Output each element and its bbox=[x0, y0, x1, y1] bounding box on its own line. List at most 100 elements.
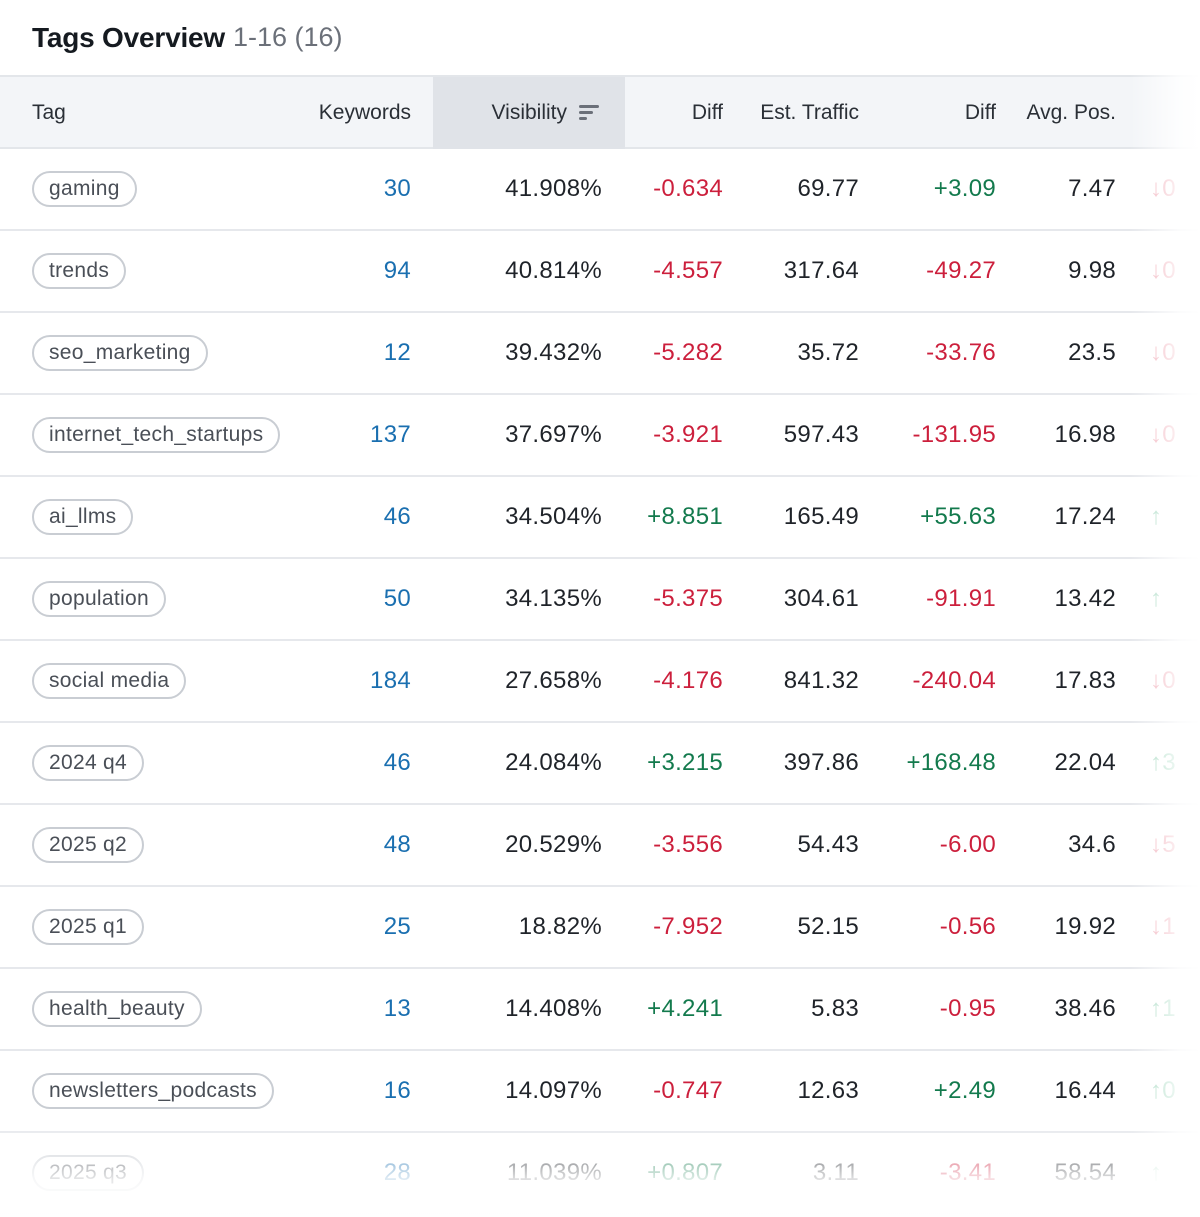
table-row[interactable]: gaming 30 41.908% -0.634 69.77 +3.09 7.47 ↓0 bbox=[0, 149, 1200, 231]
column-header-visibility[interactable]: Visibility bbox=[433, 77, 625, 149]
tag-pill[interactable]: population bbox=[32, 581, 166, 617]
tag-pill[interactable]: social media bbox=[32, 663, 187, 699]
keywords-count[interactable]: 50 bbox=[383, 585, 411, 612]
table-row[interactable]: social media 184 27.658% -4.176 841.32 -240.0… bbox=[0, 641, 1200, 723]
column-header-tag[interactable]: Tag bbox=[32, 101, 66, 124]
table-row[interactable]: 2025 q2 48 20.529% -3.556 54.43 -6.00 34.6 ↓5 bbox=[0, 805, 1200, 887]
visibility-diff: +8.851 bbox=[647, 503, 723, 530]
table-row[interactable]: seo_marketing 12 39.432% -5.282 35.72 -33.76 2… bbox=[0, 313, 1200, 395]
tag-pill[interactable]: seo_marketing bbox=[32, 335, 208, 371]
avg-pos-value: 22.04 bbox=[1054, 749, 1116, 776]
result-range: 1-16 (16) bbox=[232, 22, 343, 52]
tag-pill[interactable]: ai_llms bbox=[32, 499, 134, 535]
keywords-count[interactable]: 137 bbox=[370, 421, 411, 448]
keywords-count[interactable]: 184 bbox=[370, 667, 411, 694]
tag-pill[interactable]: internet_tech_startups bbox=[32, 417, 281, 453]
tag-pill[interactable]: 2025 q2 bbox=[32, 827, 145, 863]
tag-cell: newsletters_podcasts bbox=[32, 1051, 302, 1131]
avg-pos-value: 23.5 bbox=[1068, 339, 1116, 366]
table-header: Tag Keywords Visibility Diff Est. Traffi… bbox=[0, 75, 1200, 149]
traffic-diff: +55.63 bbox=[920, 503, 996, 530]
visibility-value: 14.408% bbox=[505, 995, 602, 1022]
keywords-count[interactable]: 28 bbox=[383, 1159, 411, 1186]
sort-descending-icon[interactable] bbox=[579, 104, 601, 122]
table-row[interactable]: population 50 34.135% -5.375 304.61 -91.91 13.… bbox=[0, 559, 1200, 641]
tag-cell: trends bbox=[32, 231, 302, 311]
table-row[interactable]: newsletters_podcasts 16 14.097% -0.747 12.63… bbox=[0, 1051, 1200, 1133]
position-trend-icon: ↑ bbox=[1150, 503, 1163, 530]
traffic-diff: -0.95 bbox=[939, 995, 996, 1022]
column-header-traffic-diff[interactable]: Diff bbox=[964, 101, 996, 124]
visibility-value: 41.908% bbox=[505, 175, 602, 202]
traffic-diff: +2.49 bbox=[933, 1077, 996, 1104]
column-header-est-traffic[interactable]: Est. Traffic bbox=[760, 101, 859, 124]
keywords-count[interactable]: 16 bbox=[383, 1077, 411, 1104]
avg-pos-value: 17.83 bbox=[1054, 667, 1116, 694]
keywords-count[interactable]: 25 bbox=[383, 913, 411, 940]
position-trend-icon: ↑0 bbox=[1150, 1077, 1176, 1104]
tag-cell: population bbox=[32, 559, 302, 639]
table-row[interactable]: 2025 q1 25 18.82% -7.952 52.15 -0.56 19.92 ↓1 bbox=[0, 887, 1200, 969]
traffic-diff: -49.27 bbox=[926, 257, 996, 284]
tag-pill[interactable]: 2025 q1 bbox=[32, 909, 145, 945]
table-row[interactable]: 2024 q4 46 24.084% +3.215 397.86 +168.48 22.04… bbox=[0, 723, 1200, 805]
traffic-diff: +3.09 bbox=[933, 175, 996, 202]
visibility-diff: -0.634 bbox=[653, 175, 723, 202]
keywords-count[interactable]: 94 bbox=[383, 257, 411, 284]
position-trend-icon: ↓0 bbox=[1150, 667, 1176, 694]
table-row[interactable]: ai_llms 46 34.504% +8.851 165.49 +55.63 17.24 ↑ bbox=[0, 477, 1200, 559]
visibility-value: 14.097% bbox=[505, 1077, 602, 1104]
visibility-value: 39.432% bbox=[505, 339, 602, 366]
est-traffic-value: 12.63 bbox=[797, 1077, 859, 1104]
tag-cell: 2025 q1 bbox=[32, 887, 302, 967]
position-trend-icon: ↑ bbox=[1150, 585, 1163, 612]
visibility-diff: -4.557 bbox=[653, 257, 723, 284]
visibility-diff: -3.921 bbox=[653, 421, 723, 448]
visibility-diff: -3.556 bbox=[653, 831, 723, 858]
tag-cell: health_beauty bbox=[32, 969, 302, 1049]
position-trend-icon: ↑3 bbox=[1150, 749, 1176, 776]
visibility-diff: +4.241 bbox=[647, 995, 723, 1022]
visibility-value: 18.82% bbox=[518, 913, 602, 940]
visibility-value: 27.658% bbox=[505, 667, 602, 694]
table-row[interactable]: 2025 q3 28 11.039% +0.807 3.11 -3.41 58.54 ↑ bbox=[0, 1133, 1200, 1215]
table-row[interactable]: trends 94 40.814% -4.557 317.64 -49.27 9.98 ↓0 bbox=[0, 231, 1200, 313]
tag-cell: seo_marketing bbox=[32, 313, 302, 393]
avg-pos-value: 16.98 bbox=[1054, 421, 1116, 448]
visibility-value: 40.814% bbox=[505, 257, 602, 284]
est-traffic-value: 304.61 bbox=[783, 585, 859, 612]
est-traffic-value: 3.11 bbox=[812, 1159, 859, 1186]
tag-pill[interactable]: gaming bbox=[32, 171, 137, 207]
avg-pos-value: 58.54 bbox=[1054, 1159, 1116, 1186]
keywords-count[interactable]: 30 bbox=[383, 175, 411, 202]
tag-pill[interactable]: trends bbox=[32, 253, 127, 289]
position-trend-icon: ↑ bbox=[1150, 1159, 1163, 1186]
traffic-diff: -33.76 bbox=[926, 339, 996, 366]
page-header: Tags Overview 1-16 (16) bbox=[0, 0, 1200, 75]
column-header-visibility-diff[interactable]: Diff bbox=[691, 101, 723, 124]
table-row[interactable]: internet_tech_startups 137 37.697% -3.921 59… bbox=[0, 395, 1200, 477]
tag-cell: ai_llms bbox=[32, 477, 302, 557]
visibility-value: 34.504% bbox=[505, 503, 602, 530]
position-trend-icon: ↓5 bbox=[1150, 831, 1176, 858]
visibility-diff: -0.747 bbox=[653, 1077, 723, 1104]
column-header-keywords[interactable]: Keywords bbox=[318, 101, 411, 124]
visibility-value: 24.084% bbox=[505, 749, 602, 776]
visibility-diff: -7.952 bbox=[653, 913, 723, 940]
keywords-count[interactable]: 12 bbox=[383, 339, 411, 366]
keywords-count[interactable]: 48 bbox=[383, 831, 411, 858]
tag-pill[interactable]: 2024 q4 bbox=[32, 745, 145, 781]
tag-pill[interactable]: health_beauty bbox=[32, 991, 202, 1027]
est-traffic-value: 841.32 bbox=[783, 667, 859, 694]
tag-pill[interactable]: 2025 q3 bbox=[32, 1155, 145, 1191]
keywords-count[interactable]: 13 bbox=[383, 995, 411, 1022]
keywords-count[interactable]: 46 bbox=[383, 749, 411, 776]
keywords-count[interactable]: 46 bbox=[383, 503, 411, 530]
visibility-diff: +0.807 bbox=[647, 1159, 723, 1186]
column-header-avg-pos[interactable]: Avg. Pos. bbox=[1026, 101, 1117, 124]
tag-pill[interactable]: newsletters_podcasts bbox=[32, 1073, 274, 1109]
table-row[interactable]: health_beauty 13 14.408% +4.241 5.83 -0.95 38.… bbox=[0, 969, 1200, 1051]
visibility-value: 20.529% bbox=[505, 831, 602, 858]
avg-pos-value: 38.46 bbox=[1054, 995, 1116, 1022]
est-traffic-value: 317.64 bbox=[783, 257, 859, 284]
